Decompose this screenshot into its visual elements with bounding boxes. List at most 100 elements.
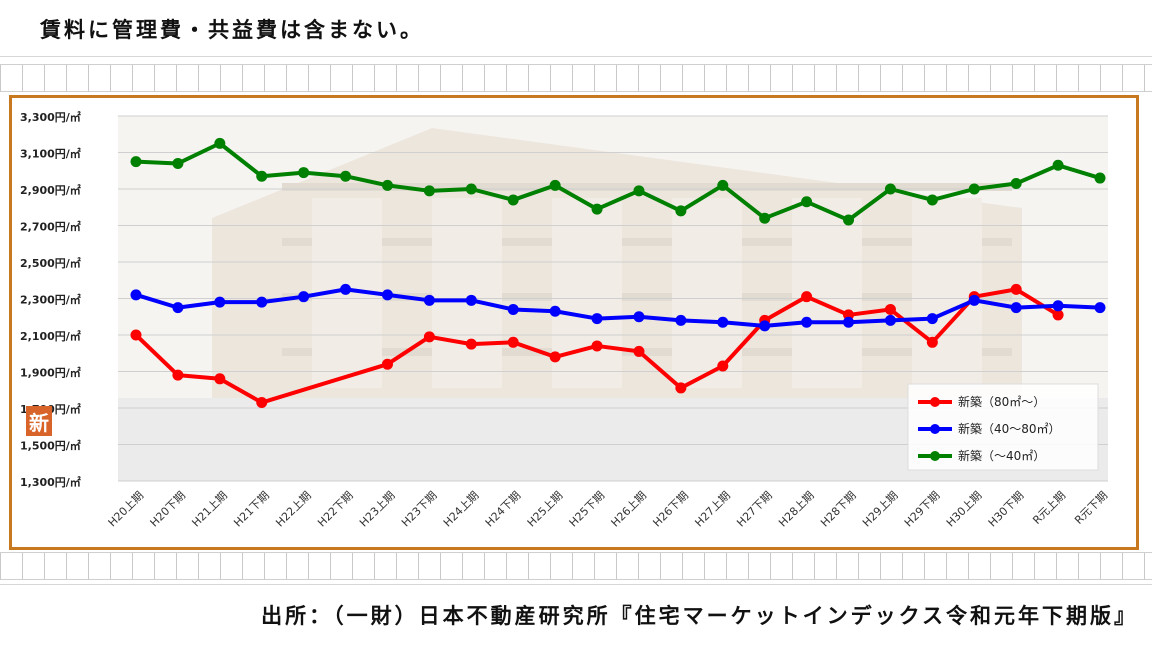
data-point — [884, 303, 896, 315]
chart-frame: 1,300円/㎡1,500円/㎡1,700円/㎡1,900円/㎡2,100円/㎡… — [9, 95, 1139, 550]
data-point — [801, 316, 813, 328]
data-point — [926, 336, 938, 348]
x-axis-ticks: H20上期 H20下期 H21上期 H21下期 H22上期 H22下期 H23上期 H23下期… — [106, 489, 1111, 530]
x-tick-label: H24上期 — [441, 489, 482, 530]
data-point — [465, 294, 477, 306]
data-point — [717, 360, 729, 372]
data-point — [633, 345, 645, 357]
data-point — [968, 183, 980, 195]
data-point — [1052, 159, 1064, 171]
grid-band-bottom — [0, 552, 1152, 580]
data-point — [256, 170, 268, 182]
series-line — [135, 141, 1101, 223]
series-2 — [130, 283, 1106, 332]
y-tick-label: 2,500円/㎡ — [20, 256, 81, 270]
x-tick-label: H22上期 — [273, 489, 314, 530]
legend-item: 新築（80㎡～） — [918, 394, 1045, 409]
data-point — [1010, 302, 1022, 314]
data-point — [801, 196, 813, 208]
x-tick-label: H20下期 — [148, 489, 189, 530]
data-point — [884, 314, 896, 326]
data-point — [172, 157, 184, 169]
data-point — [214, 296, 226, 308]
data-point — [591, 203, 603, 215]
y-tick-label: 2,300円/㎡ — [20, 293, 81, 307]
x-tick-label: H29下期 — [902, 489, 943, 530]
data-point — [423, 331, 435, 343]
data-point — [675, 382, 687, 394]
data-point — [130, 156, 142, 168]
x-tick-label: H24下期 — [483, 489, 524, 530]
y-axis-ticks: 1,300円/㎡1,500円/㎡1,700円/㎡1,900円/㎡2,100円/㎡… — [20, 110, 81, 489]
data-point — [172, 302, 184, 314]
data-point — [717, 316, 729, 328]
legend-swatch-marker — [930, 424, 940, 434]
data-point — [256, 397, 268, 409]
x-tick-label: H21上期 — [189, 489, 230, 530]
x-tick-label: R元上期 — [1030, 489, 1068, 527]
y-tick-label: 2,100円/㎡ — [20, 329, 81, 343]
data-point — [172, 369, 184, 381]
legend: 新築（80㎡～） 新築（40～80㎡） 新築（～40㎡） — [907, 383, 1099, 471]
x-tick-label: H30下期 — [986, 489, 1027, 530]
data-point — [423, 294, 435, 306]
x-tick-label: H27下期 — [734, 489, 775, 530]
x-tick-label: H28上期 — [776, 489, 817, 530]
data-point — [926, 313, 938, 325]
data-point — [926, 194, 938, 206]
legend-label: 新築（80㎡～） — [958, 394, 1045, 409]
x-tick-label: H29上期 — [860, 489, 901, 530]
legend-item: 新築（40～80㎡） — [918, 421, 1061, 436]
series-line — [135, 287, 1101, 328]
data-point — [884, 183, 896, 195]
divider-bottom — [0, 584, 1152, 585]
y-tick-label: 2,900円/㎡ — [20, 183, 81, 197]
data-point — [298, 167, 310, 179]
data-point — [340, 170, 352, 182]
data-point — [465, 338, 477, 350]
x-tick-label: H25上期 — [525, 489, 566, 530]
rent-line-chart: 1,300円/㎡1,500円/㎡1,700円/㎡1,900円/㎡2,100円/㎡… — [20, 110, 1111, 530]
x-tick-label: H21下期 — [231, 489, 272, 530]
y-tick-label: 2,700円/㎡ — [20, 220, 81, 234]
x-tick-label: H28下期 — [818, 489, 859, 530]
data-point — [759, 212, 771, 224]
series-3 — [130, 137, 1106, 226]
data-point — [507, 336, 519, 348]
data-point — [843, 316, 855, 328]
data-point — [549, 179, 561, 191]
data-point — [465, 183, 477, 195]
data-point — [1094, 302, 1106, 314]
data-point — [675, 314, 687, 326]
data-point — [1010, 178, 1022, 190]
legend-label: 新築（～40㎡） — [958, 448, 1045, 463]
y-tick-label: 3,100円/㎡ — [20, 147, 81, 161]
legend-label: 新築（40～80㎡） — [958, 421, 1061, 436]
source-citation: 出所：（一財）日本不動産研究所『住宅マーケットインデックス令和元年下期版』 — [261, 604, 1138, 628]
grid-band-top — [0, 64, 1152, 92]
data-point — [759, 320, 771, 332]
x-tick-label: H23下期 — [399, 489, 440, 530]
data-point — [507, 194, 519, 206]
data-point — [130, 289, 142, 301]
shin-badge: 新 — [26, 406, 52, 436]
data-point — [801, 291, 813, 303]
data-point — [381, 179, 393, 191]
data-point — [381, 358, 393, 370]
data-point — [1052, 309, 1064, 321]
legend-swatch-marker — [930, 451, 940, 461]
data-point — [549, 305, 561, 317]
data-point — [1010, 283, 1022, 295]
x-tick-label: H22下期 — [315, 489, 356, 530]
data-point — [591, 340, 603, 352]
data-point — [381, 289, 393, 301]
data-point — [256, 296, 268, 308]
x-tick-label: H26上期 — [609, 489, 650, 530]
x-tick-label: H23上期 — [357, 489, 398, 530]
y-tick-label: 1,900円/㎡ — [20, 366, 81, 380]
data-point — [507, 303, 519, 315]
data-point — [591, 313, 603, 325]
data-point — [1052, 300, 1064, 312]
legend-item: 新築（～40㎡） — [918, 448, 1045, 463]
data-point — [1094, 172, 1106, 184]
